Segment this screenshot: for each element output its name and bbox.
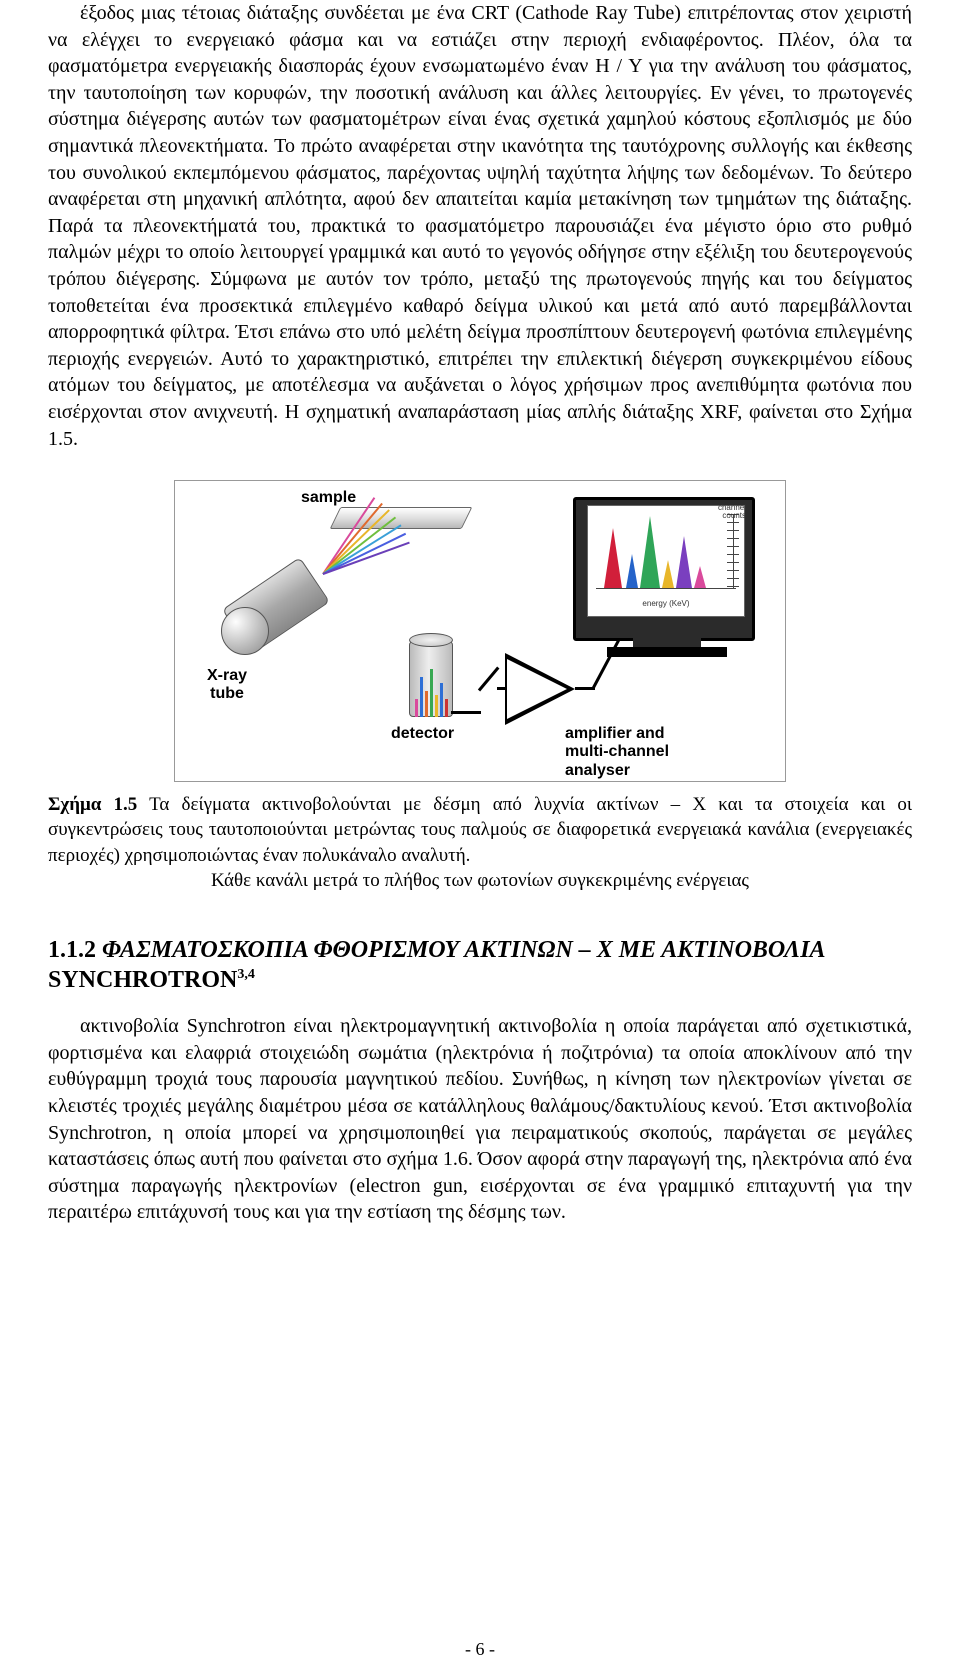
section-title-greek: ΦΑΣΜΑΤΟΣΚΟΠΙΑ ΦΘΟΡΙΣΜΟΥ ΑΚΤΙΝΩΝ – Χ ΜΕ Α…: [102, 937, 824, 963]
section-number: 1.1.2: [48, 937, 102, 963]
spectrum-peak: [640, 516, 660, 588]
xray-tube-label: X-raytube: [207, 667, 247, 704]
section-reference: 3,4: [237, 967, 255, 982]
section-1-1-2-heading: 1.1.2 ΦΑΣΜΑΤΟΣΚΟΠΙΑ ΦΘΟΡΙΣΜΟΥ ΑΚΤΙΝΩΝ – …: [48, 935, 912, 995]
detector-label: detector: [391, 723, 454, 744]
figure-1-5-caption-label: Σχήμα 1.5: [48, 794, 137, 815]
monitor-screen: channelcounts energy (KeV): [587, 505, 745, 617]
detector-spectral-line: [420, 677, 423, 717]
screen-label-y: channelcounts: [718, 504, 746, 520]
screen-label-x: energy (KeV): [588, 599, 744, 610]
figure-1-5-caption-line2: Κάθε κανάλι μετρά το πλήθος των φωτονίων…: [48, 868, 912, 893]
spectrum-peak: [676, 536, 692, 588]
detector-top: [409, 633, 453, 647]
xray-tube-dome: [221, 607, 269, 655]
detector-spectral-line: [430, 669, 433, 717]
body-paragraph-2: ακτινοβολία Synchrotron είναι ηλεκτρομαγ…: [48, 1013, 912, 1226]
figure-1-5-caption: Σχήμα 1.5 Τα δείγματα ακτινοβολούνται με…: [48, 792, 912, 868]
sample-label: sample: [301, 487, 356, 508]
figure-1-5: sample X-raytube detector amplifier andm…: [174, 480, 786, 782]
figure-1-5-container: sample X-raytube detector amplifier andm…: [48, 480, 912, 782]
spectrum-peak: [662, 560, 674, 588]
page-number: - 6 -: [0, 1638, 960, 1662]
body-paragraph-1-text: έξοδος μιας τέτοιας διάταξης συνδέεται μ…: [48, 2, 912, 450]
section-title-latin: SYNCHROTRON: [48, 967, 237, 993]
detector-spectral-line: [445, 699, 448, 717]
figure-1-5-caption-text: Τα δείγματα ακτινοβολούνται με δέσμη από…: [48, 794, 912, 866]
spectrum-peak: [626, 554, 638, 588]
detector-spectral-line: [440, 683, 443, 717]
screen-axis-x: [596, 588, 736, 589]
detector-spectral-line: [415, 699, 418, 717]
body-paragraph-2-text: ακτινοβολία Synchrotron είναι ηλεκτρομαγ…: [48, 1015, 912, 1223]
amplifier-triangle-inner: [507, 659, 567, 719]
body-paragraph-1: έξοδος μιας τέτοιας διάταξης συνδέεται μ…: [48, 0, 912, 452]
wire-segment: [451, 711, 481, 714]
detector-spectral-line: [435, 695, 438, 717]
spectrum-peak: [604, 528, 622, 588]
detector-spectral-line: [425, 691, 428, 717]
monitor-foot: [607, 647, 727, 657]
spectrum-peak: [694, 566, 706, 588]
screen-tick-marks: [727, 514, 739, 589]
amplifier-label: amplifier andmulti-channelanalyser: [565, 725, 669, 780]
